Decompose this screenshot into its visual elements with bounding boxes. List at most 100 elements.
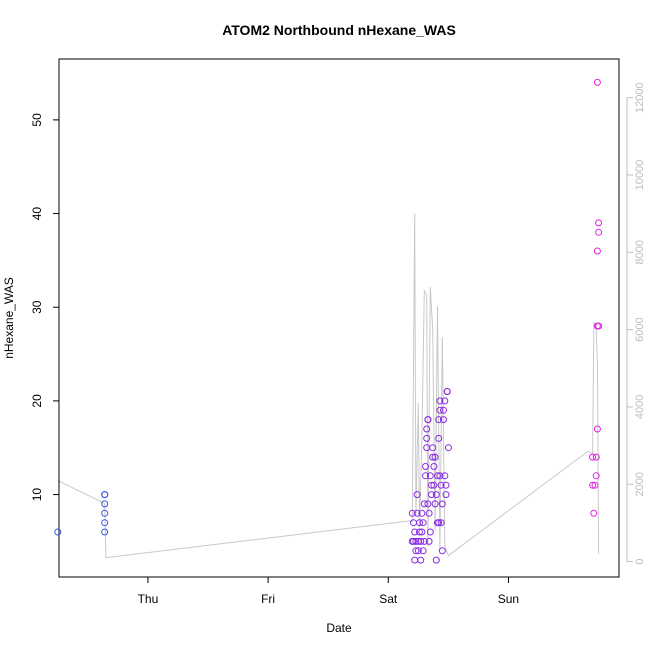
data-point [54,528,62,536]
data-point [408,509,416,517]
data-point [416,519,423,527]
data-point [410,537,417,545]
y-axis-label: nHexane_WAS [2,277,16,359]
y-tick-label: 20 [30,394,44,408]
secondary-line-layer [57,213,600,559]
data-point [412,537,420,545]
x-axis-label: Date [326,621,352,635]
secondary-series-line [57,213,600,559]
data-point [425,509,433,517]
data-point [593,425,601,433]
data-point [443,388,451,395]
data-point [436,406,444,414]
data-point [424,416,432,424]
x-tick-label: Sun [498,592,519,606]
data-point [428,491,435,499]
data-point [420,537,428,545]
plot-frame [58,58,620,578]
y2-tick-label: 10000 [634,160,646,191]
data-point [428,481,435,489]
data-point [440,416,447,424]
data-point [442,491,450,499]
data-point [429,444,437,452]
data-point [589,481,597,489]
data-point [422,463,429,470]
data-point [438,500,446,508]
data-point [419,547,427,555]
secondary-y-axis: 0 2000 4000 6000 8000 10000 12000 [626,82,646,565]
data-point [424,500,432,508]
data-point [426,528,434,536]
y-tick-label: 40 [30,207,44,221]
data-point [441,397,449,405]
x-axis: Thu Fri Sat Sun [138,577,519,606]
x-tick-label: Sat [379,592,398,606]
data-point [431,500,439,508]
data-point [435,416,443,424]
chart-title: ATOM2 Northbound nHexane_WAS [222,22,456,38]
scatter-points-layer [54,78,603,564]
data-point [422,472,429,480]
y-tick-label: 30 [30,300,44,314]
data-point [595,219,603,227]
data-point [436,397,444,405]
y2-tick-label: 4000 [634,395,646,419]
data-point [429,453,437,461]
y-tick-label: 10 [30,488,44,502]
y-tick-label: 50 [30,113,44,127]
y-axis: 10 20 30 40 50 [30,113,60,502]
data-point [592,453,600,461]
data-point [101,519,109,527]
x-tick-label: Thu [138,592,159,606]
data-point [431,453,439,461]
data-point [101,500,109,508]
data-point [437,481,445,489]
data-point [593,247,601,255]
y2-tick-label: 0 [634,558,646,564]
data-point [414,547,422,555]
data-point [420,500,428,508]
y2-tick-label: 8000 [634,240,646,264]
data-point [101,509,109,517]
data-point [435,434,443,442]
data-point [426,472,434,480]
data-point [412,547,420,555]
data-point [410,519,417,527]
data-point [430,481,438,489]
data-point [411,528,419,536]
data-point [434,472,441,480]
data-point [417,537,425,545]
data-point [440,406,447,414]
data-point [595,228,603,236]
y2-tick-label: 2000 [634,472,646,496]
data-point [589,453,597,461]
data-point [590,509,598,517]
data-point [442,481,450,489]
data-point [411,556,419,564]
x-tick-label: Fri [261,592,275,606]
data-point [437,519,445,527]
data-point [423,425,431,433]
data-point [593,78,601,86]
data-point [413,509,421,517]
data-point [441,472,449,480]
data-point [425,537,433,545]
data-point [101,491,109,499]
data-point [101,528,109,536]
data-point [438,547,446,555]
data-point [591,481,599,489]
data-point [444,444,452,452]
data-point [417,556,425,564]
data-point [430,463,438,470]
data-point [432,556,440,564]
data-point [435,519,443,527]
data-point [592,472,600,480]
data-point [416,528,423,536]
data-point [418,528,426,536]
data-point [432,491,440,499]
data-point [595,322,603,330]
data-point [418,509,426,517]
data-point [413,491,421,499]
y2-tick-label: 6000 [634,317,646,341]
